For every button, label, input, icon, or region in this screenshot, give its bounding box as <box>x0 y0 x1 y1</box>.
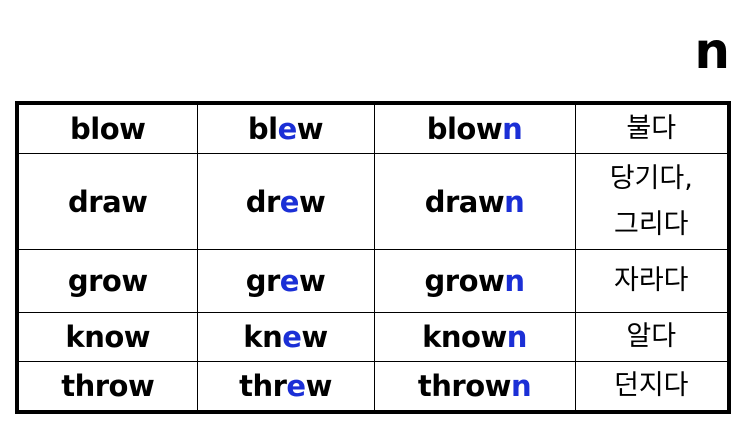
table-row: know knew known 알다 <box>16 312 730 362</box>
past-participle-stem: throw <box>417 369 512 403</box>
past-form-suffix: w <box>298 184 326 219</box>
past-participle-stem: blow <box>426 112 503 146</box>
meaning-cell: 던지다 <box>574 361 730 413</box>
past-form-prefix: gr <box>245 264 281 298</box>
past-participle-stem: know <box>422 320 507 354</box>
past-form-suffix: w <box>296 112 324 146</box>
past-form-prefix: bl <box>247 112 278 146</box>
past-form-cell: knew <box>196 312 375 362</box>
past-participle-cell: drawn <box>373 153 576 250</box>
base-form: throw <box>61 369 155 403</box>
meaning-text: 자라다 <box>613 265 689 296</box>
base-form: blow <box>70 112 146 146</box>
past-participle-cell: known <box>373 312 576 362</box>
corner-letter: n <box>694 22 730 80</box>
meaning-text: 알다 <box>626 321 677 352</box>
past-form-cell: drew <box>196 153 375 250</box>
table-row: draw drew drawn 당기다, 그리다 <box>16 153 730 250</box>
past-participle-highlight: n <box>504 264 525 298</box>
past-participle-highlight: n <box>502 112 523 146</box>
meaning-cell: 알다 <box>574 312 730 362</box>
past-participle-highlight: n <box>506 320 528 354</box>
meaning-text: 그리다 <box>613 208 689 240</box>
verb-table: blow blew blown 불다 draw drew drawn 당기다, 그… <box>15 101 731 414</box>
past-form-highlight: e <box>286 369 306 403</box>
past-participle-stem: draw <box>424 184 505 219</box>
past-form-prefix: dr <box>245 184 281 219</box>
past-participle-cell: blown <box>373 102 576 154</box>
past-form-highlight: e <box>279 184 300 219</box>
past-form-cell: threw <box>196 361 375 413</box>
past-form-highlight: e <box>279 264 300 298</box>
base-form: grow <box>67 264 148 298</box>
meaning-cell: 불다 <box>574 102 730 154</box>
table-row: blow blew blown 불다 <box>16 102 730 154</box>
past-participle-stem: grow <box>424 264 505 298</box>
past-form-highlight: e <box>277 112 298 146</box>
table-row: grow grew grown 자라다 <box>16 249 730 313</box>
past-form-suffix: w <box>298 264 326 298</box>
base-form-cell: throw <box>16 361 198 413</box>
past-participle-highlight: n <box>504 184 525 219</box>
past-participle-cell: thrown <box>373 361 576 413</box>
past-form-prefix: kn <box>243 320 283 354</box>
meaning-cell: 당기다, 그리다 <box>574 153 730 250</box>
past-form-prefix: thr <box>239 369 287 403</box>
past-participle-highlight: n <box>510 369 532 403</box>
past-form-cell: blew <box>196 102 375 154</box>
table-row: throw threw thrown 던지다 <box>16 361 730 413</box>
meaning-text: 불다 <box>626 113 677 144</box>
past-form-highlight: e <box>282 320 302 354</box>
past-form-suffix: w <box>301 320 328 354</box>
base-form: know <box>65 320 151 354</box>
meaning-cell: 자라다 <box>574 249 730 313</box>
meaning-text: 당기다, <box>609 162 693 194</box>
base-form: draw <box>68 184 148 219</box>
base-form-cell: grow <box>16 249 198 313</box>
past-participle-cell: grown <box>373 249 576 313</box>
base-form-cell: blow <box>16 102 198 154</box>
past-form-suffix: w <box>305 369 333 403</box>
base-form-cell: know <box>16 312 198 362</box>
past-form-cell: grew <box>196 249 375 313</box>
meaning-text: 던지다 <box>613 370 689 401</box>
base-form-cell: draw <box>16 153 198 250</box>
